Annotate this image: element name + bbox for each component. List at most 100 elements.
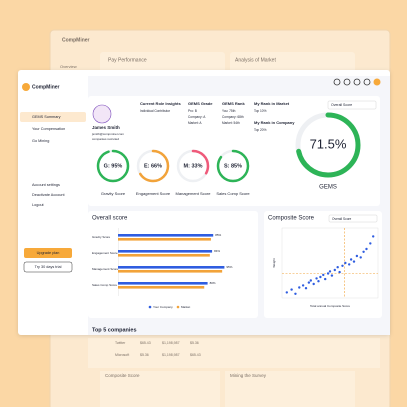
point xyxy=(349,258,353,261)
point xyxy=(319,275,322,279)
profile-note: companies recruited xyxy=(92,137,119,141)
y-axis-label: Weight xyxy=(272,258,276,267)
insight-title: My Rank in Market xyxy=(254,101,290,106)
dropdown[interactable] xyxy=(328,214,378,223)
gauge-name: GEMS xyxy=(319,185,337,191)
gauge-name: Gravity Score xyxy=(101,191,126,196)
chart-title: Composite Score xyxy=(268,216,315,222)
gauge-name: Sales Comp Score xyxy=(216,191,250,196)
point xyxy=(336,266,339,269)
point xyxy=(372,235,375,238)
y-tick-label: Engagement Score xyxy=(92,251,118,255)
bar xyxy=(118,266,225,269)
active-nav xyxy=(20,112,86,122)
bar xyxy=(118,254,210,257)
table-cell: $5.36 xyxy=(190,341,199,345)
bar xyxy=(118,234,214,237)
card-title: Composite Score xyxy=(105,373,140,378)
point xyxy=(355,254,359,258)
dropdown-label: Overall Score xyxy=(331,103,352,107)
gauge-name: Engagement Score xyxy=(136,191,171,196)
nav-item: Go Mining xyxy=(32,139,49,143)
card xyxy=(264,211,382,318)
insight-line: Market: A xyxy=(188,121,202,125)
gauge-label: E: 66% xyxy=(144,163,162,169)
gauge-label: S: 85% xyxy=(224,163,242,169)
point xyxy=(285,291,288,294)
icon[interactable] xyxy=(343,78,351,86)
value-label: 95% xyxy=(226,265,232,269)
icon[interactable] xyxy=(363,78,371,86)
table xyxy=(88,338,380,368)
card xyxy=(88,211,258,318)
icon[interactable] xyxy=(333,78,341,86)
legend-label: Market xyxy=(181,305,190,309)
point xyxy=(338,270,341,274)
point xyxy=(326,272,330,275)
logo-icon xyxy=(22,83,30,91)
insight-line: Individual Contributor xyxy=(140,109,171,113)
icon[interactable] xyxy=(353,78,361,86)
bar xyxy=(118,238,211,241)
gauge-arc xyxy=(295,112,361,178)
point xyxy=(317,280,320,283)
table-cell: $1,198,987 xyxy=(162,341,180,345)
dropdown-label: Overall Score xyxy=(332,217,352,221)
value-label: 80% xyxy=(210,281,216,285)
table-cell: $65.43 xyxy=(140,341,151,345)
nav-item: GEMS Summary xyxy=(32,115,61,119)
gauge-label: M: 33% xyxy=(184,163,203,169)
value-label: 85% xyxy=(215,233,221,237)
insight-line: Top 10% xyxy=(254,109,267,113)
insight-line: Pro: B xyxy=(188,109,197,113)
gauge-label: 71.5% xyxy=(310,136,347,151)
upgrade-button[interactable] xyxy=(24,248,72,258)
table-cell: Microsoft xyxy=(115,353,129,357)
plot-frame xyxy=(281,227,379,299)
point xyxy=(324,277,327,281)
insight-line: Company: 68th xyxy=(222,115,244,119)
bar xyxy=(118,270,223,273)
point xyxy=(309,279,312,282)
point xyxy=(315,277,318,280)
legend-marker xyxy=(176,305,180,309)
point xyxy=(301,284,305,287)
value-label: 84% xyxy=(214,249,220,253)
point xyxy=(365,247,368,251)
legend-marker xyxy=(148,305,152,309)
x-axis-label: Total annual Composite Score xyxy=(310,304,350,308)
insight-line: Company: A xyxy=(188,115,206,119)
chart-title: Overall score xyxy=(92,216,128,222)
avatar xyxy=(92,104,112,124)
point xyxy=(330,274,334,277)
avatar-icon[interactable] xyxy=(373,78,381,86)
button-label: Try 30 days trial xyxy=(35,265,62,269)
bar xyxy=(118,282,208,285)
gauge-arc xyxy=(96,149,130,183)
insight-title: GEMS Rank xyxy=(222,101,245,106)
point xyxy=(294,292,297,295)
bar xyxy=(118,250,213,253)
profile-email: jsmith@compminer.com xyxy=(91,132,125,136)
trial-button[interactable] xyxy=(23,261,73,273)
gauge-arc xyxy=(216,149,250,183)
nav-item: Logout xyxy=(32,203,45,207)
table-cell: $1,198,987 xyxy=(162,353,180,357)
gauge-arc xyxy=(176,149,210,183)
point xyxy=(369,242,372,245)
point xyxy=(352,260,356,263)
card xyxy=(100,371,220,407)
card xyxy=(225,371,355,407)
dropdown[interactable] xyxy=(327,100,377,110)
point xyxy=(341,264,344,267)
point xyxy=(348,263,351,266)
nav-item: Overview xyxy=(60,64,77,69)
y-tick-label: Sales Comp Score xyxy=(92,283,117,287)
insight-title: GEMS Grade xyxy=(188,101,213,106)
profile-name: James Smith xyxy=(92,125,120,130)
nav-item: Account settings xyxy=(32,183,60,187)
point xyxy=(333,268,336,272)
gauge-label: G: 95% xyxy=(104,163,123,169)
